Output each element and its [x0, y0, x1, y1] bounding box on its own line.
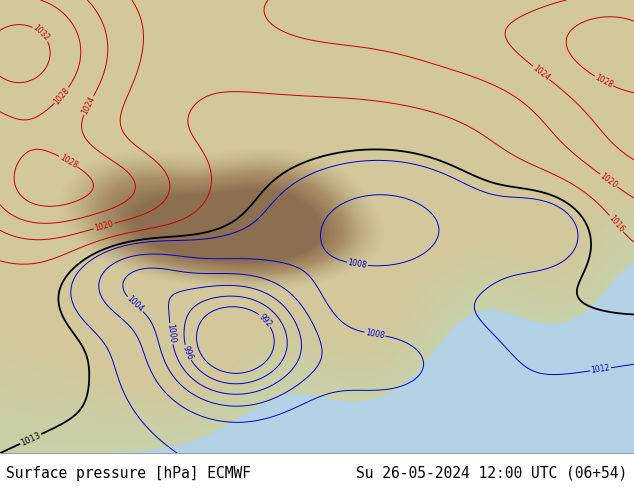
Text: 992: 992 [257, 312, 273, 329]
Text: 1020: 1020 [94, 219, 115, 233]
Text: Su 26-05-2024 12:00 UTC (06+54): Su 26-05-2024 12:00 UTC (06+54) [356, 466, 628, 481]
Text: 1020: 1020 [598, 171, 619, 190]
Text: 996: 996 [181, 344, 195, 361]
Text: 1028: 1028 [52, 86, 72, 106]
Text: 1000: 1000 [165, 323, 177, 344]
Text: 1008: 1008 [347, 258, 368, 270]
Text: 1024: 1024 [80, 95, 97, 116]
Text: 1004: 1004 [125, 294, 145, 314]
Text: 1016: 1016 [607, 213, 626, 234]
Text: 1008: 1008 [365, 328, 385, 340]
Text: 1032: 1032 [31, 24, 51, 43]
Text: 1028: 1028 [58, 153, 79, 170]
Text: 1028: 1028 [593, 73, 614, 90]
Text: 1013: 1013 [19, 430, 42, 447]
Text: 1024: 1024 [531, 63, 552, 82]
Text: Surface pressure [hPa] ECMWF: Surface pressure [hPa] ECMWF [6, 466, 251, 481]
Text: 1012: 1012 [590, 364, 611, 375]
